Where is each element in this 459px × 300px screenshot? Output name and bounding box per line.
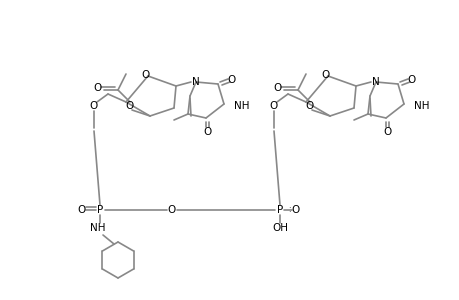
Text: O: O: [78, 205, 86, 215]
Text: O: O: [269, 101, 278, 111]
Text: NH: NH: [234, 101, 249, 111]
Text: O: O: [383, 127, 391, 137]
Text: P: P: [276, 205, 282, 215]
Text: O: O: [126, 101, 134, 111]
Text: O: O: [321, 70, 330, 80]
Text: OH: OH: [271, 223, 287, 233]
Text: NH: NH: [90, 223, 106, 233]
Text: O: O: [273, 83, 281, 93]
Text: O: O: [141, 70, 150, 80]
Text: O: O: [203, 127, 212, 137]
Text: O: O: [168, 205, 176, 215]
Text: N: N: [192, 77, 200, 87]
Text: N: N: [371, 77, 379, 87]
Text: O: O: [407, 75, 415, 85]
Text: NH: NH: [413, 101, 429, 111]
Text: P: P: [97, 205, 103, 215]
Text: O: O: [305, 101, 313, 111]
Text: O: O: [291, 205, 299, 215]
Text: :: :: [287, 206, 290, 214]
Text: O: O: [90, 101, 98, 111]
Text: O: O: [94, 83, 102, 93]
Text: O: O: [227, 75, 235, 85]
